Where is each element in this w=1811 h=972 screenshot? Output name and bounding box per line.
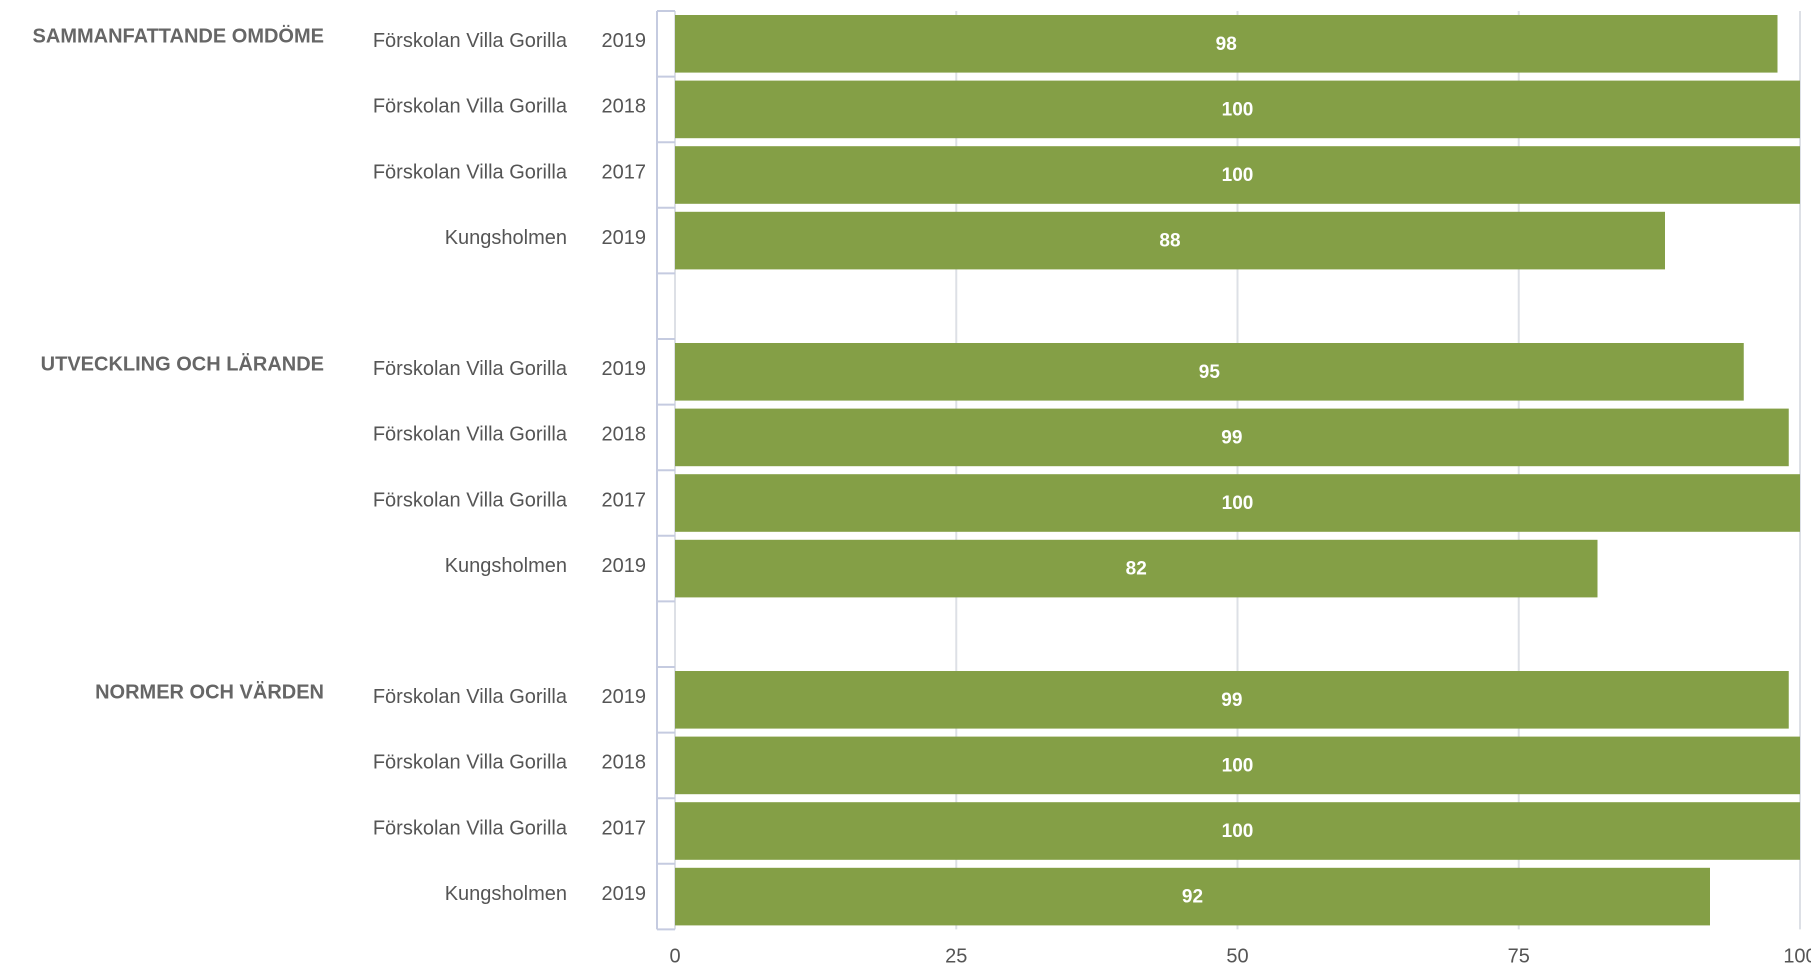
- category-name: Förskolan Villa Gorilla: [373, 489, 568, 511]
- bar: [675, 736, 1800, 795]
- value-label: 98: [1216, 34, 1237, 55]
- bar: [675, 802, 1800, 860]
- bar: [675, 539, 1598, 598]
- category-name: Förskolan Villa Gorilla: [373, 161, 568, 183]
- group-label: SAMMANFATTANDE OMDÖME: [33, 25, 324, 48]
- category-year: 2019: [602, 227, 647, 249]
- category-year: 2017: [602, 161, 647, 183]
- bar: [675, 474, 1800, 532]
- bar: [675, 15, 1778, 73]
- x-tick-label: 100: [1783, 946, 1811, 968]
- bar: [675, 146, 1800, 204]
- category-year: 2018: [602, 96, 647, 118]
- value-label: 92: [1182, 887, 1203, 908]
- category-year: 2019: [602, 883, 647, 905]
- category-year: 2017: [602, 817, 647, 839]
- bar: [675, 408, 1789, 467]
- bar: [675, 211, 1665, 270]
- category-name: Kungsholmen: [445, 555, 567, 577]
- category-name: Förskolan Villa Gorilla: [373, 752, 568, 774]
- value-label: 100: [1222, 821, 1254, 842]
- category-name: Förskolan Villa Gorilla: [373, 30, 568, 52]
- value-label: 99: [1221, 690, 1242, 711]
- category-year: 2017: [602, 489, 647, 511]
- bar: [675, 343, 1744, 401]
- category-year: 2019: [602, 555, 647, 577]
- value-label: 82: [1126, 559, 1147, 580]
- category-name: Förskolan Villa Gorilla: [373, 686, 568, 708]
- x-tick-label: 75: [1508, 946, 1530, 968]
- value-label: 100: [1222, 99, 1254, 120]
- category-name: Förskolan Villa Gorilla: [373, 358, 568, 380]
- category-year: 2019: [602, 686, 647, 708]
- category-year: 2018: [602, 752, 647, 774]
- x-tick-label: 25: [945, 946, 967, 968]
- group-label: NORMER OCH VÄRDEN: [95, 681, 324, 704]
- bar: [675, 80, 1800, 139]
- bar: [675, 867, 1710, 926]
- bar: [675, 671, 1789, 729]
- x-tick-label: 50: [1226, 946, 1248, 968]
- category-name: Kungsholmen: [445, 883, 567, 905]
- value-label: 95: [1199, 362, 1221, 383]
- value-label: 100: [1222, 755, 1254, 776]
- value-label: 100: [1222, 165, 1254, 186]
- x-tick-label: 0: [669, 946, 680, 968]
- value-label: 99: [1221, 427, 1242, 448]
- category-name: Förskolan Villa Gorilla: [373, 817, 568, 839]
- value-label: 100: [1222, 493, 1254, 514]
- category-year: 2018: [602, 424, 647, 446]
- category-name: Kungsholmen: [445, 227, 567, 249]
- group-label: UTVECKLING OCH LÄRANDE: [41, 353, 324, 376]
- category-year: 2019: [602, 30, 647, 52]
- category-name: Förskolan Villa Gorilla: [373, 96, 568, 118]
- category-year: 2019: [602, 358, 647, 380]
- category-name: Förskolan Villa Gorilla: [373, 424, 568, 446]
- value-label: 88: [1159, 231, 1180, 252]
